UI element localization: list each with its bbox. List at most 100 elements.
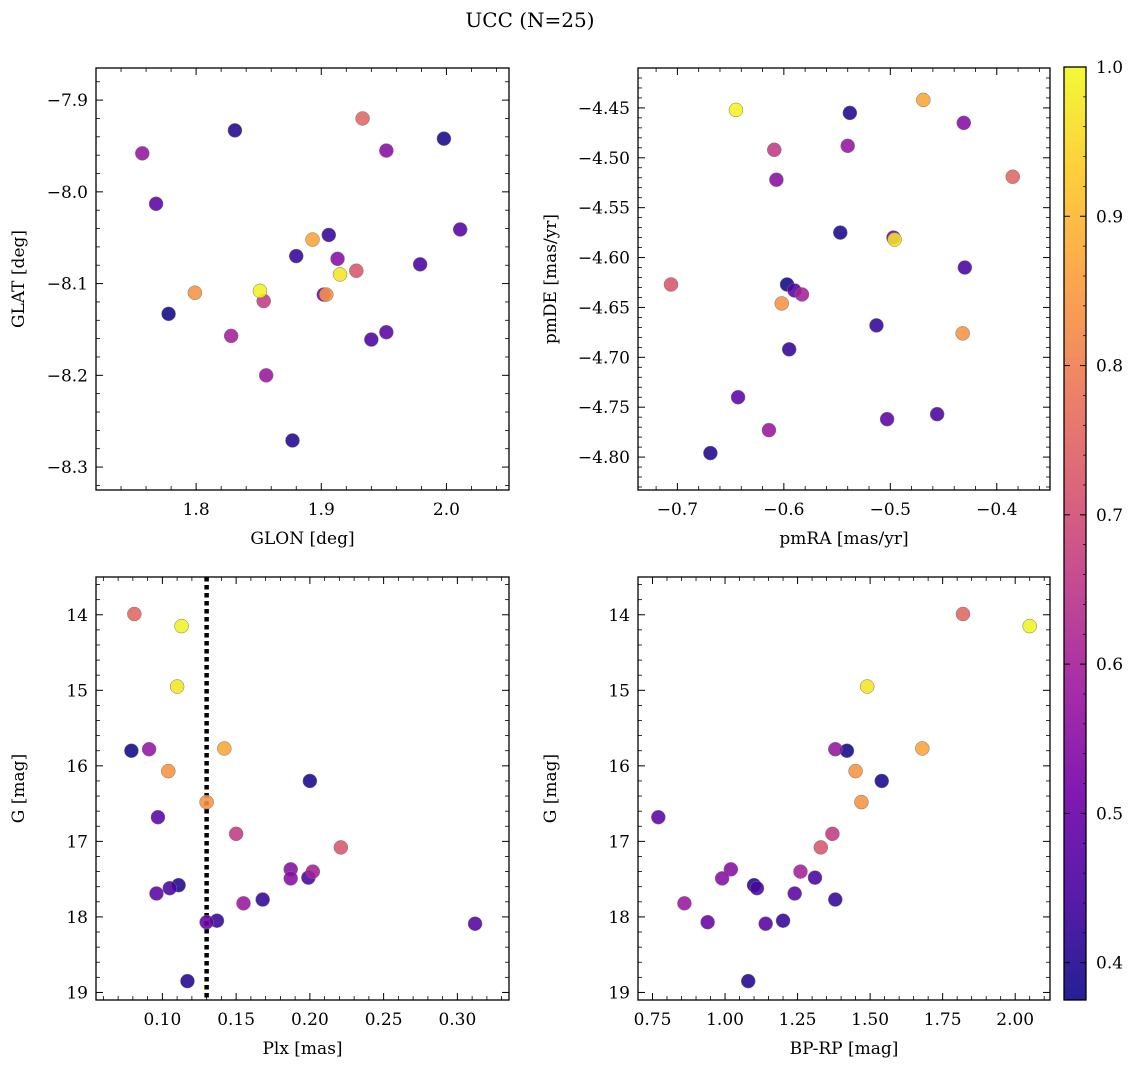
- data-point: [127, 606, 142, 622]
- x-axis-label: GLON [deg]: [250, 529, 354, 549]
- data-point: [255, 892, 270, 907]
- x-tick-label: 0.30: [438, 1010, 476, 1030]
- data-point: [929, 406, 945, 422]
- data-point: [223, 328, 239, 344]
- colorbar-tick-label: 0.4: [1096, 954, 1123, 974]
- x-tick-label: 0.15: [217, 1010, 255, 1030]
- data-point: [349, 263, 364, 278]
- x-tick-label: −0.5: [870, 500, 911, 520]
- data-point: [774, 296, 789, 311]
- colorbar-tick-label: 0.9: [1096, 207, 1123, 227]
- data-point: [781, 342, 797, 357]
- y-tick-label: 19: [608, 983, 630, 1003]
- data-point: [161, 763, 176, 779]
- data-point: [379, 324, 394, 340]
- points: [651, 606, 1037, 989]
- data-point: [412, 257, 428, 272]
- data-point: [700, 914, 715, 930]
- x-axis-label: Plx [mas]: [262, 1039, 342, 1059]
- x-tick-label: 1.50: [851, 1010, 889, 1030]
- data-point: [758, 916, 773, 931]
- y-tick-label: −4.70: [578, 348, 630, 368]
- figure-title: UCC (N=25): [465, 8, 595, 32]
- y-tick-label: −4.80: [578, 448, 630, 468]
- data-point: [333, 840, 349, 855]
- panel-bprp-g: 0.75 1.00 1.25 1.50 1.75 2.00 14 15 16 17 18 19 BP-R…: [541, 576, 1051, 1059]
- y-tick-label: 18: [608, 908, 630, 928]
- points: [135, 111, 468, 448]
- x-tick-label: 0.75: [634, 1010, 672, 1030]
- data-point: [162, 880, 177, 896]
- x-tick-label: 0.25: [365, 1010, 403, 1030]
- colorbar-tick-label: 1.0: [1096, 58, 1123, 78]
- data-point: [714, 871, 730, 886]
- x-tick-label: 1.75: [924, 1010, 962, 1030]
- colorbar-gradient: [1064, 67, 1086, 1000]
- data-point: [228, 826, 244, 842]
- data-point: [915, 741, 930, 756]
- data-point: [854, 794, 869, 810]
- data-point: [741, 973, 756, 989]
- data-point: [379, 143, 394, 158]
- data-point: [663, 277, 679, 292]
- x-axis-label: BP-RP [mag]: [790, 1039, 899, 1059]
- data-point: [833, 225, 848, 240]
- data-point: [793, 864, 808, 879]
- colorbar: 0.4 0.5 0.6 0.7 0.8 0.9 1.0: [1063, 58, 1123, 1001]
- data-point: [842, 105, 858, 121]
- y-tick-label: −4.45: [578, 99, 630, 119]
- data-point: [730, 389, 746, 405]
- axes-frame: [637, 576, 1051, 1001]
- data-point: [723, 862, 739, 877]
- panel-plx-g: 0.10 0.15 0.20 0.25 0.30 14 15 16 17 18 19 Plx [mas…: [9, 576, 510, 1059]
- axes-frame: [637, 67, 1051, 491]
- x-tick-label: −0.4: [976, 500, 1017, 520]
- colorbar-frame: [1063, 66, 1087, 1001]
- y-tick-label: −8.1: [47, 275, 88, 295]
- y-tick-label: −8.0: [47, 183, 88, 203]
- x-tick-label: 1.8: [183, 500, 210, 520]
- data-point: [436, 131, 452, 146]
- y-axis-label: G [mag]: [9, 754, 29, 823]
- data-point: [285, 433, 300, 448]
- data-point: [180, 973, 195, 989]
- data-point: [807, 870, 823, 885]
- y-axis-label: GLAT [deg]: [9, 230, 29, 328]
- colorbar-tick-label: 0.6: [1096, 655, 1123, 675]
- data-point: [330, 251, 345, 267]
- panel-pmra-pmde: −0.7 −0.6 −0.5 −0.4 −4.45 −4.50 −4.55 −4.60 −4.6…: [541, 67, 1051, 549]
- y-tick-label: −4.75: [578, 398, 630, 418]
- axes-frame: [95, 67, 510, 491]
- x-axis-label: pmRA [mas/yr]: [779, 529, 908, 549]
- y-tick-label: 14: [608, 606, 630, 626]
- data-point: [355, 111, 370, 126]
- x-tick-label: 1.25: [779, 1010, 817, 1030]
- data-point: [332, 267, 348, 282]
- y-tick-label: 15: [66, 681, 88, 701]
- y-tick-label: −4.65: [578, 298, 630, 318]
- y-tick-label: 18: [66, 908, 88, 928]
- y-tick-label: −4.50: [578, 149, 630, 169]
- data-point: [703, 445, 718, 461]
- panel-glon-glat: 1.8 1.9 2.0 −7.9 −8.0 −8.1 −8.2 −8.3 GLON [deg] G…: [9, 67, 510, 549]
- data-point: [859, 679, 875, 694]
- data-point: [787, 886, 802, 901]
- data-point: [955, 326, 970, 341]
- data-point: [869, 318, 884, 333]
- y-tick-label: 17: [66, 832, 88, 852]
- data-point: [848, 763, 863, 779]
- data-point: [148, 196, 164, 212]
- data-point: [874, 773, 889, 789]
- points: [663, 92, 1020, 461]
- data-point: [769, 172, 784, 187]
- y-tick-label: −4.55: [578, 199, 630, 219]
- data-point: [794, 287, 810, 302]
- data-point: [767, 142, 782, 158]
- data-point: [161, 306, 176, 322]
- y-axis-label: G [mag]: [541, 754, 561, 823]
- x-tick-label: −0.6: [763, 500, 804, 520]
- data-point: [150, 809, 166, 825]
- data-point: [452, 222, 468, 237]
- data-point: [169, 679, 185, 694]
- data-point: [828, 741, 843, 757]
